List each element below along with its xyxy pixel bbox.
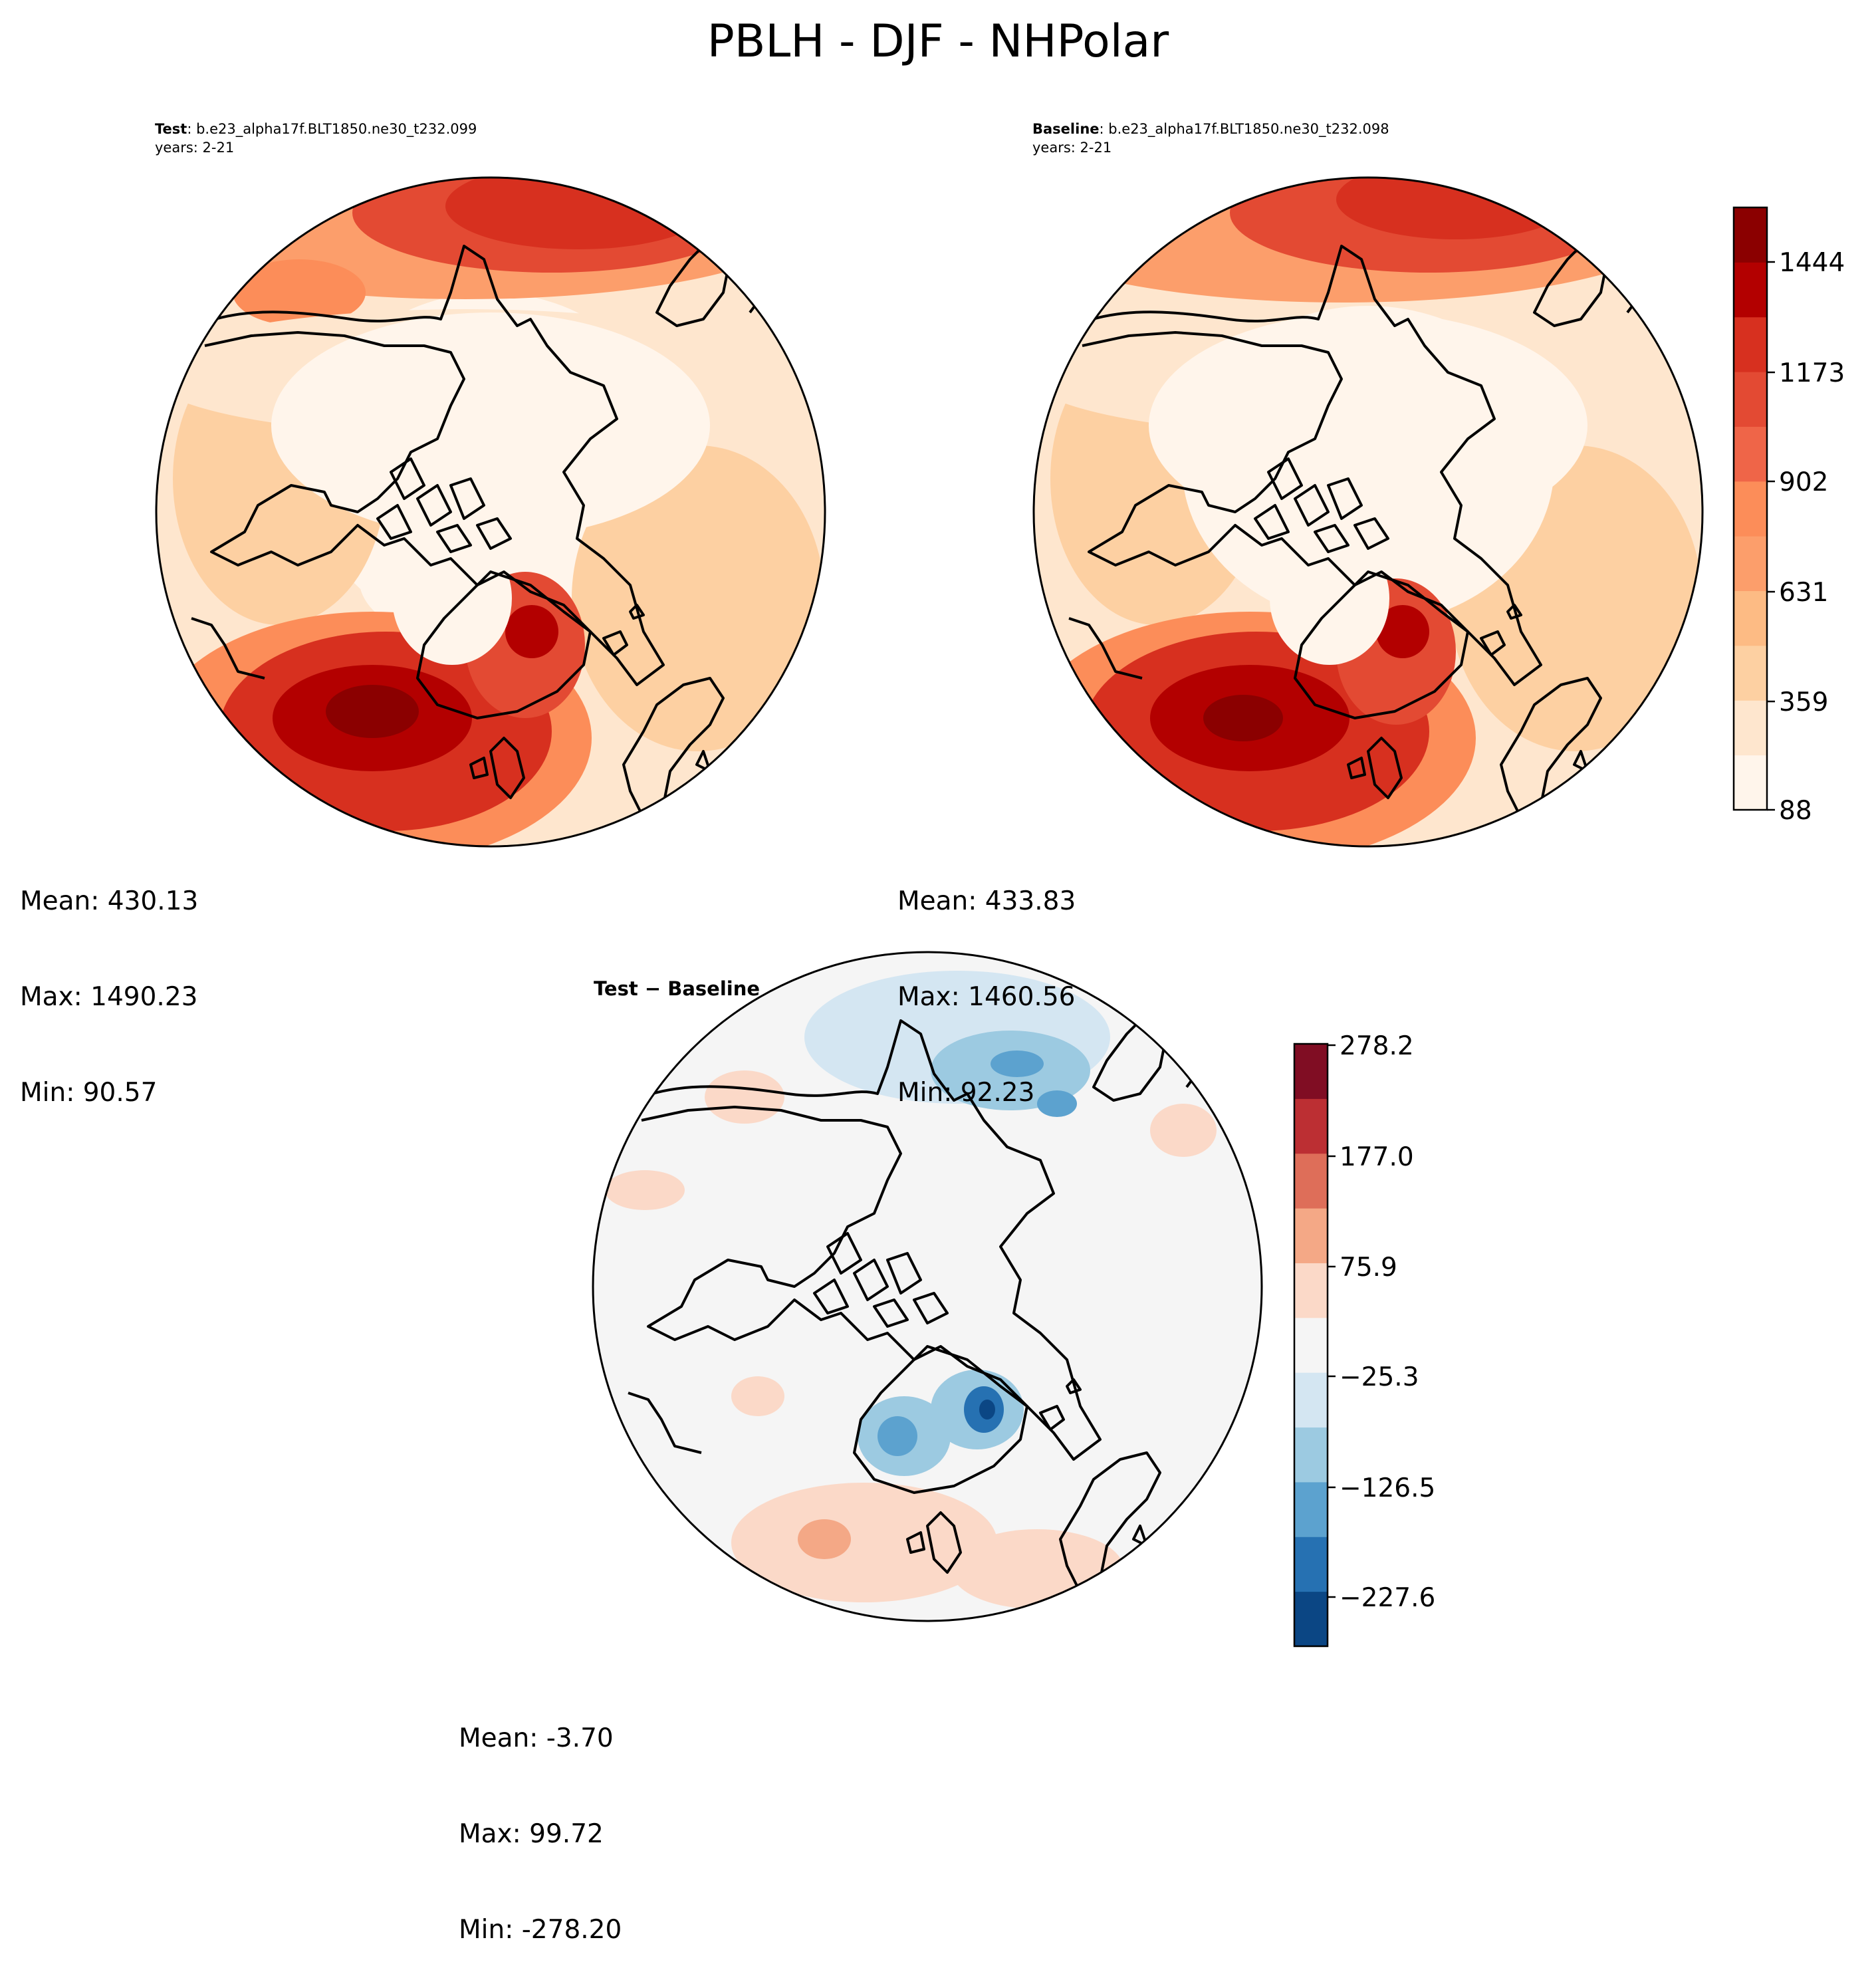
baseline-max: Max: 1460.56 <box>897 982 1076 1012</box>
difference-colorbar-swatch <box>1294 1153 1328 1209</box>
test-field-atlantic-core <box>326 685 419 738</box>
main-colorbar-tick-label: 359 <box>1779 687 1828 717</box>
difference-colorbar-swatch <box>1294 1098 1328 1154</box>
difference-colorbar-tick-label: 278.2 <box>1340 1031 1414 1061</box>
main-colorbar-swatch <box>1734 700 1767 756</box>
baseline-mean: Mean: 433.83 <box>897 886 1076 916</box>
main-colorbar-swatch <box>1734 645 1767 701</box>
baseline-field-north-core <box>1336 178 1576 239</box>
main-colorbar-swatch <box>1734 481 1767 537</box>
diff-field-red-south <box>731 1483 997 1602</box>
main-colorbar-frame <box>1732 206 1768 811</box>
difference-colorbar: 278.2 177.0 75.9 −25.3 −126.5 −227.6 <box>1293 1031 1435 1648</box>
difference-colorbar-swatch <box>1294 1481 1328 1537</box>
test-field-greenland-interior <box>392 532 512 665</box>
difference-colorbar-swatch <box>1294 1317 1328 1373</box>
baseline-label: Baseline <box>1032 121 1100 137</box>
main-colorbar-swatch <box>1734 316 1767 372</box>
diff-field-red-se <box>951 1529 1123 1609</box>
maps-canvas: 1444 1173 902 631 359 88 278.2 177.0 75.9 −25.3 −… <box>155 176 1845 1648</box>
diff-field-red-ne <box>1150 1104 1217 1157</box>
difference-colorbar-tick-label: 177.0 <box>1340 1142 1414 1172</box>
difference-colorbar-tick-label: −25.3 <box>1340 1362 1419 1392</box>
diff-field-blue-norwegian-min <box>979 1400 995 1420</box>
diff-field-red-nw <box>705 1070 784 1124</box>
test-stats: Mean: 430.13 Max: 1490.23 Min: 90.57 <box>20 822 198 1141</box>
test-years: years: 2-21 <box>155 140 235 156</box>
test-map-rim <box>155 176 826 848</box>
difference-colorbar-tick-label: −227.6 <box>1340 1583 1435 1613</box>
difference-title-baseline: Baseline <box>667 977 761 1000</box>
main-colorbar-tick-label: 1444 <box>1779 248 1845 278</box>
difference-colorbar-swatch <box>1294 1044 1328 1099</box>
test-field-east-mid <box>572 445 824 751</box>
diff-field-red-w <box>605 1170 685 1210</box>
difference-colorbar-tick-label: −126.5 <box>1340 1473 1435 1503</box>
difference-title: Test − Baseline <box>594 977 760 1000</box>
main-colorbar-swatch <box>1734 372 1767 427</box>
diff-field-red-south-core <box>798 1519 851 1559</box>
difference-colorbar-swatch <box>1294 1591 1328 1647</box>
difference-colorbar-tick-label: 75.9 <box>1340 1253 1397 1283</box>
baseline-map-rim <box>1032 176 1704 848</box>
baseline-case-name: : b.e23_alpha17f.BLT1850.ne30_t232.098 <box>1099 121 1389 137</box>
main-colorbar-tick-label: 902 <box>1779 467 1828 497</box>
difference-colorbar-swatch <box>1294 1427 1328 1483</box>
difference-min: Min: -278.20 <box>459 1915 622 1945</box>
test-map <box>155 176 826 848</box>
main-colorbar-swatch <box>1734 207 1767 263</box>
difference-colorbar-swatch <box>1294 1537 1328 1592</box>
baseline-field-norwegian-core <box>1376 605 1429 658</box>
main-colorbar-swatch <box>1734 590 1767 646</box>
main-colorbar-tick-label: 88 <box>1779 796 1812 826</box>
diff-field-red-greenland <box>731 1376 784 1416</box>
difference-max: Max: 99.72 <box>459 1819 604 1849</box>
test-field-north-west-cell <box>233 259 366 326</box>
difference-title-test: Test <box>594 977 638 1000</box>
main-colorbar-swatch <box>1734 755 1767 810</box>
difference-title-sep: − <box>638 977 668 1000</box>
baseline-map <box>1032 176 1704 848</box>
test-field-norwegian-core <box>505 605 558 658</box>
difference-map <box>592 951 1263 1622</box>
diff-field-north-blue-core <box>991 1051 1044 1077</box>
diff-field-north-blue-core2 <box>1037 1090 1077 1117</box>
main-colorbar-tick-label: 1173 <box>1779 358 1845 388</box>
test-mean: Mean: 430.13 <box>20 886 199 916</box>
difference-colorbar-frame <box>1293 1043 1329 1648</box>
baseline-field-greenland-interior <box>1270 532 1389 665</box>
test-label: Test <box>155 121 187 137</box>
main-colorbar-tick-label: 631 <box>1779 578 1828 608</box>
main-colorbar-swatch <box>1734 426 1767 482</box>
difference-colorbar-swatch <box>1294 1372 1328 1428</box>
baseline-caption: Baseline: b.e23_alpha17f.BLT1850.ne30_t2… <box>1032 120 1389 157</box>
test-min: Min: 90.57 <box>20 1078 158 1108</box>
difference-colorbar-swatch <box>1294 1208 1328 1263</box>
test-max: Max: 1490.23 <box>20 982 198 1012</box>
test-field-north-core <box>445 178 711 249</box>
test-caption: Test: b.e23_alpha17f.BLT1850.ne30_t232.0… <box>155 120 477 157</box>
figure-title: PBLH - DJF - NHPolar <box>707 15 1169 68</box>
main-colorbar-swatch <box>1734 262 1767 318</box>
difference-mean: Mean: -3.70 <box>459 1723 614 1753</box>
difference-colorbar-swatch <box>1294 1263 1328 1318</box>
baseline-min: Min: 92.23 <box>897 1078 1035 1108</box>
diff-field-blue-greenland-core <box>878 1416 917 1456</box>
baseline-stats: Mean: 433.83 Max: 1460.56 Min: 92.23 <box>897 822 1076 1141</box>
test-field-pole-low <box>271 312 710 539</box>
main-colorbar: 1444 1173 902 631 359 88 <box>1732 206 1845 826</box>
difference-stats: Mean: -3.70 Max: 99.72 Min: -278.20 <box>459 1659 622 1978</box>
baseline-years: years: 2-21 <box>1032 140 1112 156</box>
baseline-field-low-core <box>1182 306 1554 625</box>
baseline-field-atlantic-core <box>1203 695 1283 741</box>
test-case-name: : b.e23_alpha17f.BLT1850.ne30_t232.099 <box>187 121 477 137</box>
difference-map-rim <box>592 951 1263 1622</box>
main-colorbar-swatch <box>1734 536 1767 592</box>
